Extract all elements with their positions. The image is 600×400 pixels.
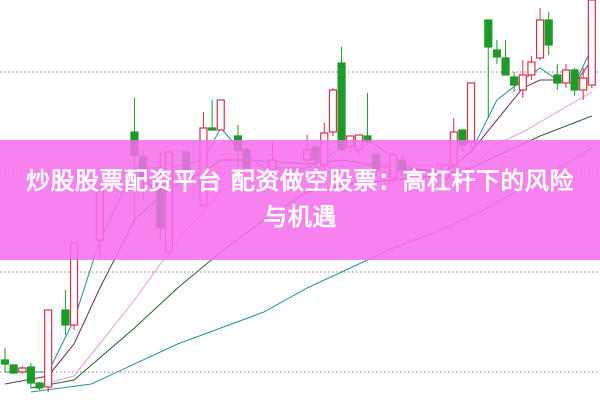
candle-body [510,76,519,86]
candle-down [553,64,562,90]
title-banner [0,140,600,260]
candle-body [501,57,510,76]
candle-body [579,77,588,91]
candle-body [527,61,536,76]
candle-body [26,366,35,384]
candle-body [553,74,562,84]
candle-down [61,290,70,335]
candle-down [544,12,553,55]
candle-body [492,49,502,58]
candle-body [570,69,579,91]
candle-down [492,40,502,64]
candle-up [18,366,27,374]
candle-up [587,0,596,88]
candle-up [44,309,53,392]
candle-down [35,382,44,390]
candle-body [518,74,527,91]
candle-down [26,363,35,388]
article-title: 炒股股票配资平台 配资做空股票：高杠杆下的风险与机遇 [26,167,574,231]
candle-down [337,47,346,151]
candle-body [0,359,10,365]
candle-body [44,309,53,388]
candle-body [337,62,346,151]
candle-down [208,100,217,131]
candle-body [561,69,571,84]
candle-body [61,309,70,326]
candle-up [535,8,545,60]
candle-down [363,93,372,145]
candle-body [9,364,18,374]
candle-down [0,348,10,372]
candle-down [484,19,493,118]
candle-body [535,19,545,59]
candle-up [216,99,225,131]
candle-up [579,68,588,100]
candle-body [484,19,493,48]
candle-down [570,68,579,96]
candle-up [328,88,338,136]
candle-up [518,60,527,98]
candle-body [18,367,27,373]
candle-body [466,82,476,143]
candle-up [527,56,536,80]
candle-up [466,82,476,148]
candle-body [544,19,553,46]
candle-down [501,40,510,76]
candle-down [9,364,18,374]
candle-body [216,99,225,131]
candle-body [208,127,217,131]
candle-up [561,64,571,88]
candle-body [35,382,44,389]
candle-down [510,72,519,92]
candle-body [587,0,596,86]
candle-body [328,89,338,133]
